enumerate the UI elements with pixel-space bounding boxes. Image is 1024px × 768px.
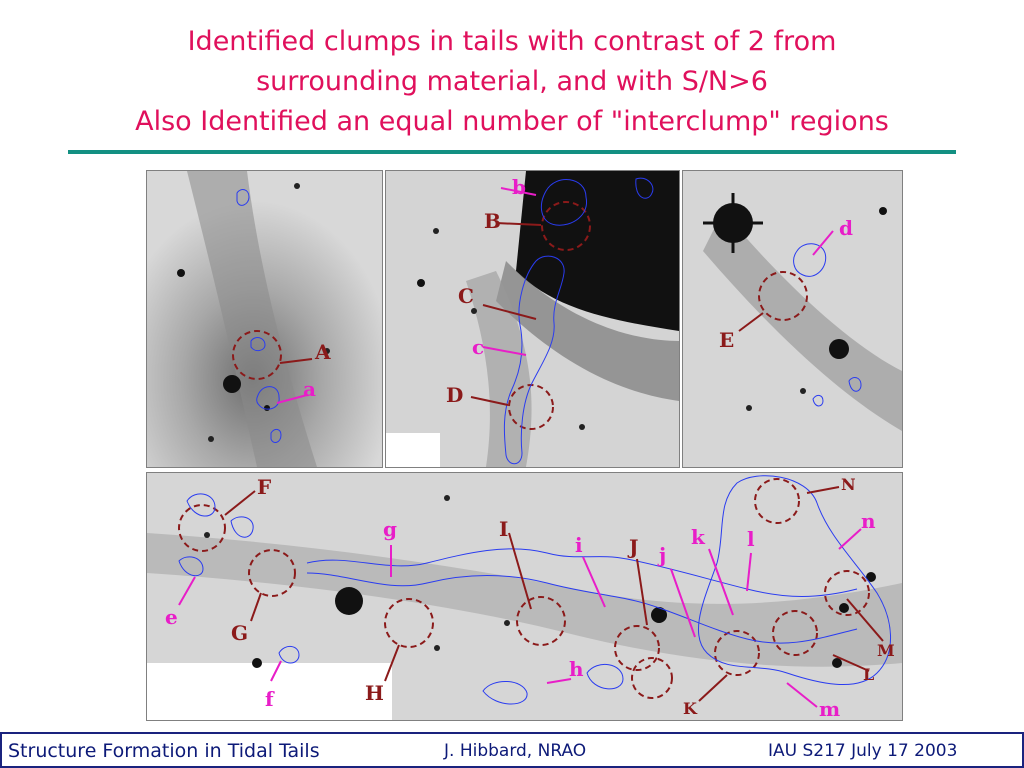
interclump-label-b: b bbox=[512, 175, 526, 199]
interclump-label-c: c bbox=[472, 335, 485, 359]
clump-label-D: D bbox=[446, 383, 464, 407]
panel-1-image bbox=[147, 171, 382, 467]
clump-label-F: F bbox=[257, 475, 272, 499]
interclump-label-j: j bbox=[659, 543, 667, 567]
panel-4-image bbox=[147, 473, 902, 720]
interclump-label-f: f bbox=[265, 687, 274, 711]
clump-label-H: H bbox=[365, 681, 384, 705]
clump-label-J: J bbox=[629, 535, 639, 559]
clump-label-L: L bbox=[863, 665, 875, 684]
interclump-label-i: i bbox=[575, 533, 583, 557]
title-line-1: Identified clumps in tails with contrast… bbox=[187, 26, 837, 57]
clump-label-G: G bbox=[231, 621, 249, 645]
interclump-label-l: l bbox=[747, 527, 755, 551]
interclump-label-k: k bbox=[691, 525, 705, 549]
footer-border bbox=[0, 732, 1024, 768]
interclump-label-e: e bbox=[165, 605, 178, 629]
slide-title: Identified clumps in tails with contrast… bbox=[40, 22, 984, 142]
clump-label-K: K bbox=[683, 699, 697, 718]
image-panel-1: A a bbox=[146, 170, 383, 468]
interclump-label-g: g bbox=[383, 517, 397, 541]
image-panel-3: d E bbox=[682, 170, 903, 468]
interclump-label-h: h bbox=[569, 657, 584, 681]
footer-conference: IAU S217 July 17 2003 bbox=[768, 741, 958, 761]
title-divider bbox=[68, 150, 956, 154]
clump-label-M: M bbox=[877, 641, 895, 660]
clump-label-C: C bbox=[458, 284, 474, 308]
clump-label-N: N bbox=[841, 475, 856, 494]
clump-label-E: E bbox=[719, 328, 735, 352]
clump-label-A: A bbox=[315, 340, 331, 364]
clump-label-I: I bbox=[499, 517, 509, 541]
interclump-label-m: m bbox=[819, 697, 841, 721]
footer-bar: Structure Formation in Tidal Tails J. Hi… bbox=[0, 732, 1024, 768]
footer-talk-title: Structure Formation in Tidal Tails bbox=[8, 740, 320, 762]
image-panel-2: b B C c D bbox=[385, 170, 680, 468]
panel-3-image bbox=[683, 171, 902, 467]
interclump-label-n: n bbox=[861, 509, 876, 533]
image-panel-4: F e G f g H I i h J j k l K N n M L m bbox=[146, 472, 903, 721]
interclump-label-d: d bbox=[839, 216, 853, 240]
panel-2-image bbox=[386, 171, 679, 467]
title-line-3: Also Identified an equal number of "inte… bbox=[135, 106, 889, 137]
footer-author: J. Hibbard, NRAO bbox=[444, 741, 587, 761]
title-line-2: surrounding material, and with S/N>6 bbox=[256, 66, 768, 97]
interclump-label-a: a bbox=[303, 377, 316, 401]
clump-label-B: B bbox=[484, 209, 501, 233]
